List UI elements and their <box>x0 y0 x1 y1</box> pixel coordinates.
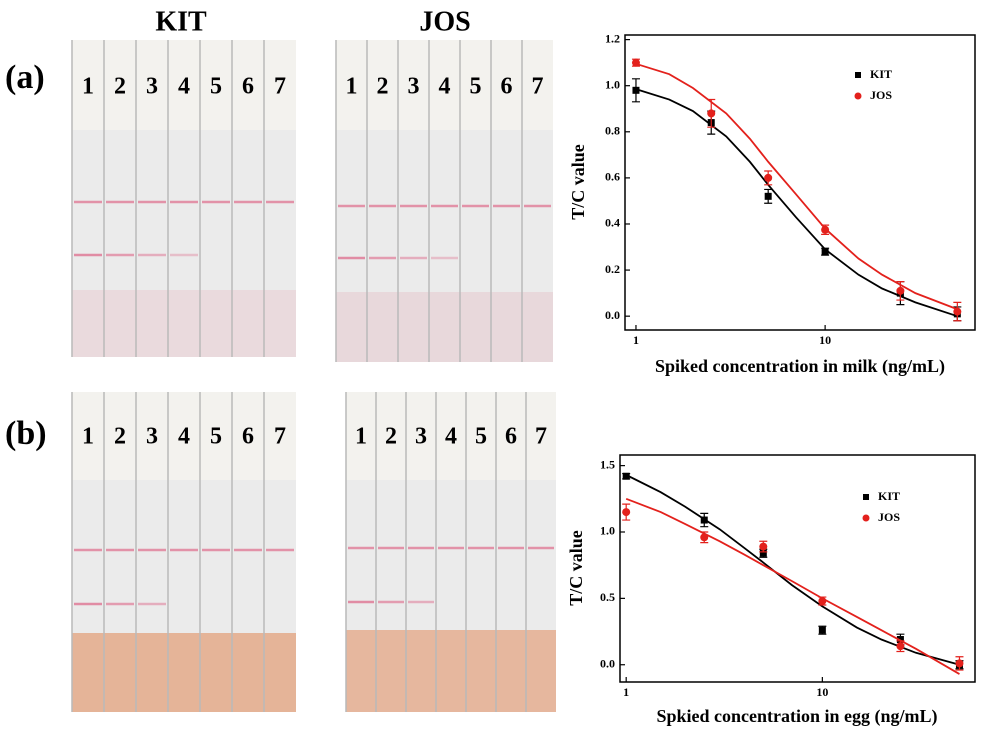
strip-number: 4 <box>445 424 457 450</box>
legend-marker <box>854 92 862 100</box>
point <box>953 307 962 316</box>
strip-number: 2 <box>385 424 397 450</box>
sample-pad <box>346 392 556 480</box>
y-tick-label: 1.0 <box>605 77 620 91</box>
panel-label: (b) <box>5 415 47 452</box>
x-axis-label: Spkied concentration in egg (ng/mL) <box>656 706 937 727</box>
y-tick-label: 1.0 <box>600 524 615 538</box>
legend-label: KIT <box>878 489 900 503</box>
point <box>622 508 631 517</box>
fit-curve <box>625 497 960 675</box>
strip-number: 7 <box>274 424 286 450</box>
point <box>700 516 708 524</box>
x-tick-label: 1 <box>623 685 629 699</box>
absorbent-pad <box>336 292 553 362</box>
plot-frame <box>619 454 976 683</box>
point <box>955 659 964 668</box>
membrane <box>336 130 553 292</box>
point <box>764 173 773 182</box>
strip-number: 6 <box>242 424 254 450</box>
legend-marker <box>862 514 870 522</box>
strip-number: 3 <box>408 74 420 100</box>
point <box>759 549 767 557</box>
point <box>821 248 829 256</box>
absorbent-pad <box>346 630 556 712</box>
y-tick-label: 0.6 <box>605 170 620 184</box>
strip-number: 1 <box>346 74 358 100</box>
y-tick-label: 1.2 <box>605 31 620 45</box>
y-tick-label: 0.5 <box>600 590 615 604</box>
fit-curve <box>635 62 958 311</box>
point <box>818 597 827 606</box>
point <box>818 626 826 634</box>
membrane <box>72 480 296 633</box>
absorbent-pad <box>72 290 296 357</box>
photo-title: JOS <box>419 6 470 37</box>
membrane <box>72 130 296 290</box>
y-axis-label: T/C value <box>568 144 588 220</box>
strip-number: 2 <box>377 74 389 100</box>
strip-number: 3 <box>146 424 158 450</box>
strip-number: 4 <box>439 74 451 100</box>
point <box>896 286 905 295</box>
point <box>631 58 640 67</box>
sample-pad <box>336 40 553 130</box>
point <box>622 472 630 480</box>
y-tick-label: 0.4 <box>605 216 620 230</box>
legend-label: JOS <box>870 88 892 102</box>
plot-frame <box>624 34 976 331</box>
x-tick-label: 10 <box>816 685 828 699</box>
x-tick-label: 1 <box>633 333 639 347</box>
strip-number: 5 <box>210 424 222 450</box>
point <box>821 225 830 234</box>
strip-number: 5 <box>470 74 482 100</box>
absorbent-pad <box>72 633 296 712</box>
legend-marker <box>863 494 869 500</box>
strip-number: 1 <box>82 74 94 100</box>
strip-number: 1 <box>82 424 94 450</box>
y-tick-label: 0.0 <box>600 656 615 670</box>
point <box>700 533 709 542</box>
y-tick-label: 0.8 <box>605 124 620 138</box>
strip-number: 6 <box>501 74 513 100</box>
point <box>707 109 716 118</box>
y-tick-label: 0.2 <box>605 262 620 276</box>
strip-number: 2 <box>114 424 126 450</box>
photo-title: KIT <box>155 6 207 37</box>
strip-number: 6 <box>242 74 254 100</box>
strip-number: 5 <box>210 74 222 100</box>
strip-number: 2 <box>114 74 126 100</box>
point <box>764 192 772 200</box>
strip-number: 3 <box>415 424 427 450</box>
strip-number: 7 <box>274 74 286 100</box>
legend-marker <box>855 72 861 78</box>
strip-number: 7 <box>535 424 547 450</box>
x-axis-label: Spiked concentration in milk (ng/mL) <box>655 356 945 377</box>
membrane <box>346 480 556 630</box>
sample-pad <box>72 40 296 130</box>
point <box>896 642 905 651</box>
y-tick-label: 0.0 <box>605 308 620 322</box>
legend-label: JOS <box>878 510 900 524</box>
point <box>759 542 768 551</box>
strip-number: 1 <box>355 424 367 450</box>
strip-number: 6 <box>505 424 517 450</box>
strip-number: 5 <box>475 424 487 450</box>
x-tick-label: 10 <box>819 333 831 347</box>
strip-number: 4 <box>178 424 190 450</box>
y-axis-label: T/C value <box>566 530 586 606</box>
panel-label: (a) <box>5 59 45 96</box>
sample-pad <box>72 392 296 480</box>
strip-number: 4 <box>178 74 190 100</box>
legend-label: KIT <box>870 67 892 81</box>
fit-curve <box>635 88 958 318</box>
point <box>632 86 640 94</box>
strip-number: 7 <box>532 74 544 100</box>
strip-number: 3 <box>146 74 158 100</box>
fit-curve <box>625 474 960 666</box>
y-tick-label: 1.5 <box>600 457 615 471</box>
